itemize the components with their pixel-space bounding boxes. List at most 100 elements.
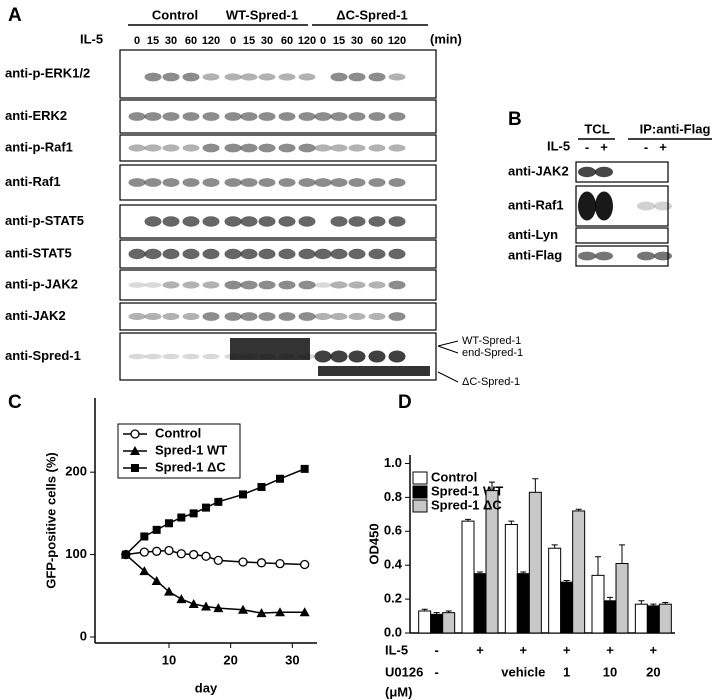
- legend-label: Spred-1 WT: [155, 442, 227, 457]
- bar: [603, 600, 617, 634]
- blot-band: [224, 312, 242, 321]
- error-bar: [477, 571, 483, 574]
- legend-swatch: [412, 499, 428, 513]
- blot-band: [240, 178, 258, 187]
- blot-band: [298, 73, 316, 81]
- blot-band: [224, 280, 242, 290]
- blot-band: [348, 350, 366, 363]
- row-label: anti-Lyn: [508, 227, 558, 242]
- x-tick-label: +: [520, 642, 528, 657]
- row-label: U0126: [385, 664, 423, 679]
- blot-band: [314, 144, 332, 152]
- blot-band: [330, 144, 348, 152]
- blot-band: [240, 73, 258, 81]
- marker: [165, 519, 173, 528]
- blot-band: [368, 281, 386, 289]
- blot-band: [224, 216, 242, 227]
- blot-band: [258, 248, 276, 260]
- marker: [213, 603, 224, 613]
- marker: [275, 607, 285, 617]
- blot-band: [182, 281, 200, 289]
- blot-box: [119, 302, 437, 331]
- blot-band: [128, 112, 146, 121]
- x-tick-label: 20: [646, 664, 660, 679]
- x-tick-label: +: [476, 642, 484, 657]
- row-label: anti-p-JAK2: [5, 276, 78, 291]
- marker: [176, 549, 186, 559]
- blot-band: [182, 112, 200, 121]
- blot-band: [144, 216, 162, 227]
- bar: [504, 524, 518, 634]
- blot-band: [298, 312, 316, 321]
- y-axis-label: OD450: [366, 523, 381, 564]
- y-axis-label: GFP-positive cells (%): [43, 452, 58, 589]
- blot-band: [330, 350, 348, 363]
- blot-band: [578, 166, 596, 178]
- blot-band: [388, 216, 406, 227]
- blot-band: [578, 251, 596, 261]
- blot-band: [278, 312, 296, 321]
- blot-band: [388, 112, 406, 121]
- error-bar: [551, 544, 558, 549]
- error-bar: [638, 600, 645, 605]
- marker: [189, 549, 199, 560]
- panel-letter: A: [8, 5, 22, 26]
- x-tick-label: 10: [603, 664, 617, 679]
- blot-band: [182, 216, 200, 227]
- blot-band: [258, 73, 276, 81]
- blot-band: [595, 251, 613, 261]
- blot-band: [258, 312, 276, 321]
- bar: [646, 605, 660, 634]
- blot-band: [368, 216, 386, 227]
- marker: [201, 551, 211, 561]
- bar: [658, 603, 672, 634]
- blot-band: [258, 143, 276, 153]
- blot-band: [162, 281, 180, 289]
- blot-band: [182, 353, 200, 360]
- panel-letter: C: [8, 392, 22, 413]
- blot-box: [575, 227, 669, 244]
- blot-band: [224, 143, 242, 153]
- blot-band: [258, 112, 276, 121]
- marker: [299, 607, 310, 617]
- blot-band: [314, 248, 332, 260]
- blot-band: [388, 73, 406, 81]
- row-label: anti-ERK2: [5, 108, 67, 123]
- marker: [239, 490, 247, 499]
- marker: [300, 559, 310, 570]
- blot-band: [258, 178, 276, 187]
- blot-band: [240, 143, 258, 153]
- row-unit: (μM): [385, 684, 412, 699]
- y-tick-label: 100: [65, 546, 87, 561]
- marker: [152, 525, 161, 534]
- blot-band: [637, 251, 655, 261]
- blot-band: [330, 312, 348, 321]
- error-bar: [563, 579, 570, 583]
- blot-band: [388, 248, 406, 260]
- marker: [189, 509, 198, 518]
- blot-band: [182, 144, 200, 152]
- blot-band: [388, 144, 406, 152]
- blot-band: [162, 72, 180, 82]
- error-bar: [662, 601, 669, 605]
- condition: +: [600, 139, 608, 154]
- y-tick-label: 200: [65, 464, 87, 479]
- blot-band: [162, 216, 180, 227]
- row-label: anti-Flag: [508, 247, 562, 262]
- blot-box: [119, 49, 437, 99]
- blot-band: [348, 72, 366, 82]
- bar: [560, 581, 574, 634]
- blot-band: [314, 178, 332, 187]
- blot-band: [230, 338, 310, 360]
- blot-band: [348, 112, 366, 121]
- marker: [164, 586, 174, 596]
- legend-swatch: [412, 471, 428, 485]
- blot-band: [595, 166, 613, 178]
- blot-band: [182, 72, 200, 82]
- x-tick-label: -: [434, 664, 438, 679]
- marker: [176, 594, 187, 604]
- bar: [528, 491, 542, 634]
- blot-band: [368, 248, 386, 260]
- group-label: TCL: [584, 121, 609, 136]
